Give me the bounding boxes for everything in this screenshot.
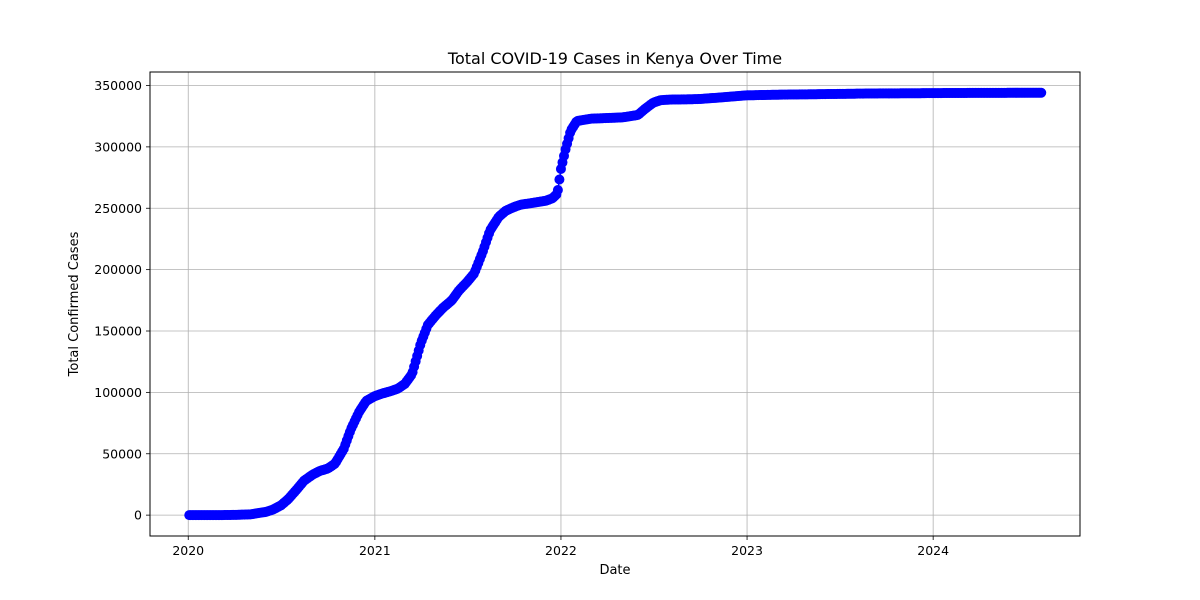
x-axis-ticks: 2020 2021 2022 2023 2024 [172, 536, 949, 558]
data-point [552, 185, 563, 196]
series-markers [184, 87, 1047, 521]
x-axis-label: Date [599, 563, 630, 578]
y-tick-label: 150000 [94, 324, 142, 339]
y-axis-ticks: 0 50000 100000 150000 200000 250000 300000 3500… [94, 78, 150, 523]
y-tick-label: 350000 [94, 78, 142, 93]
y-tick-label: 50000 [102, 446, 142, 461]
x-tick-label: 2020 [172, 543, 204, 558]
chart-title: Total COVID-19 Cases in Kenya Over Time [447, 49, 782, 68]
x-tick-label: 2024 [917, 543, 949, 558]
plot-frame [149, 71, 1081, 537]
plot-area [150, 72, 1080, 536]
x-tick-label: 2022 [545, 543, 577, 558]
data-point [554, 174, 565, 185]
y-tick-label: 100000 [94, 385, 142, 400]
x-tick-label: 2021 [359, 543, 391, 558]
data-point [1036, 87, 1047, 98]
series-group [184, 87, 1047, 521]
y-tick-label: 300000 [94, 139, 142, 154]
x-tick-label: 2023 [731, 543, 763, 558]
y-tick-label: 0 [134, 508, 142, 523]
y-tick-label: 200000 [94, 262, 142, 277]
y-axis-label: Total Confirmed Cases [67, 231, 82, 377]
y-tick-label: 250000 [94, 201, 142, 216]
